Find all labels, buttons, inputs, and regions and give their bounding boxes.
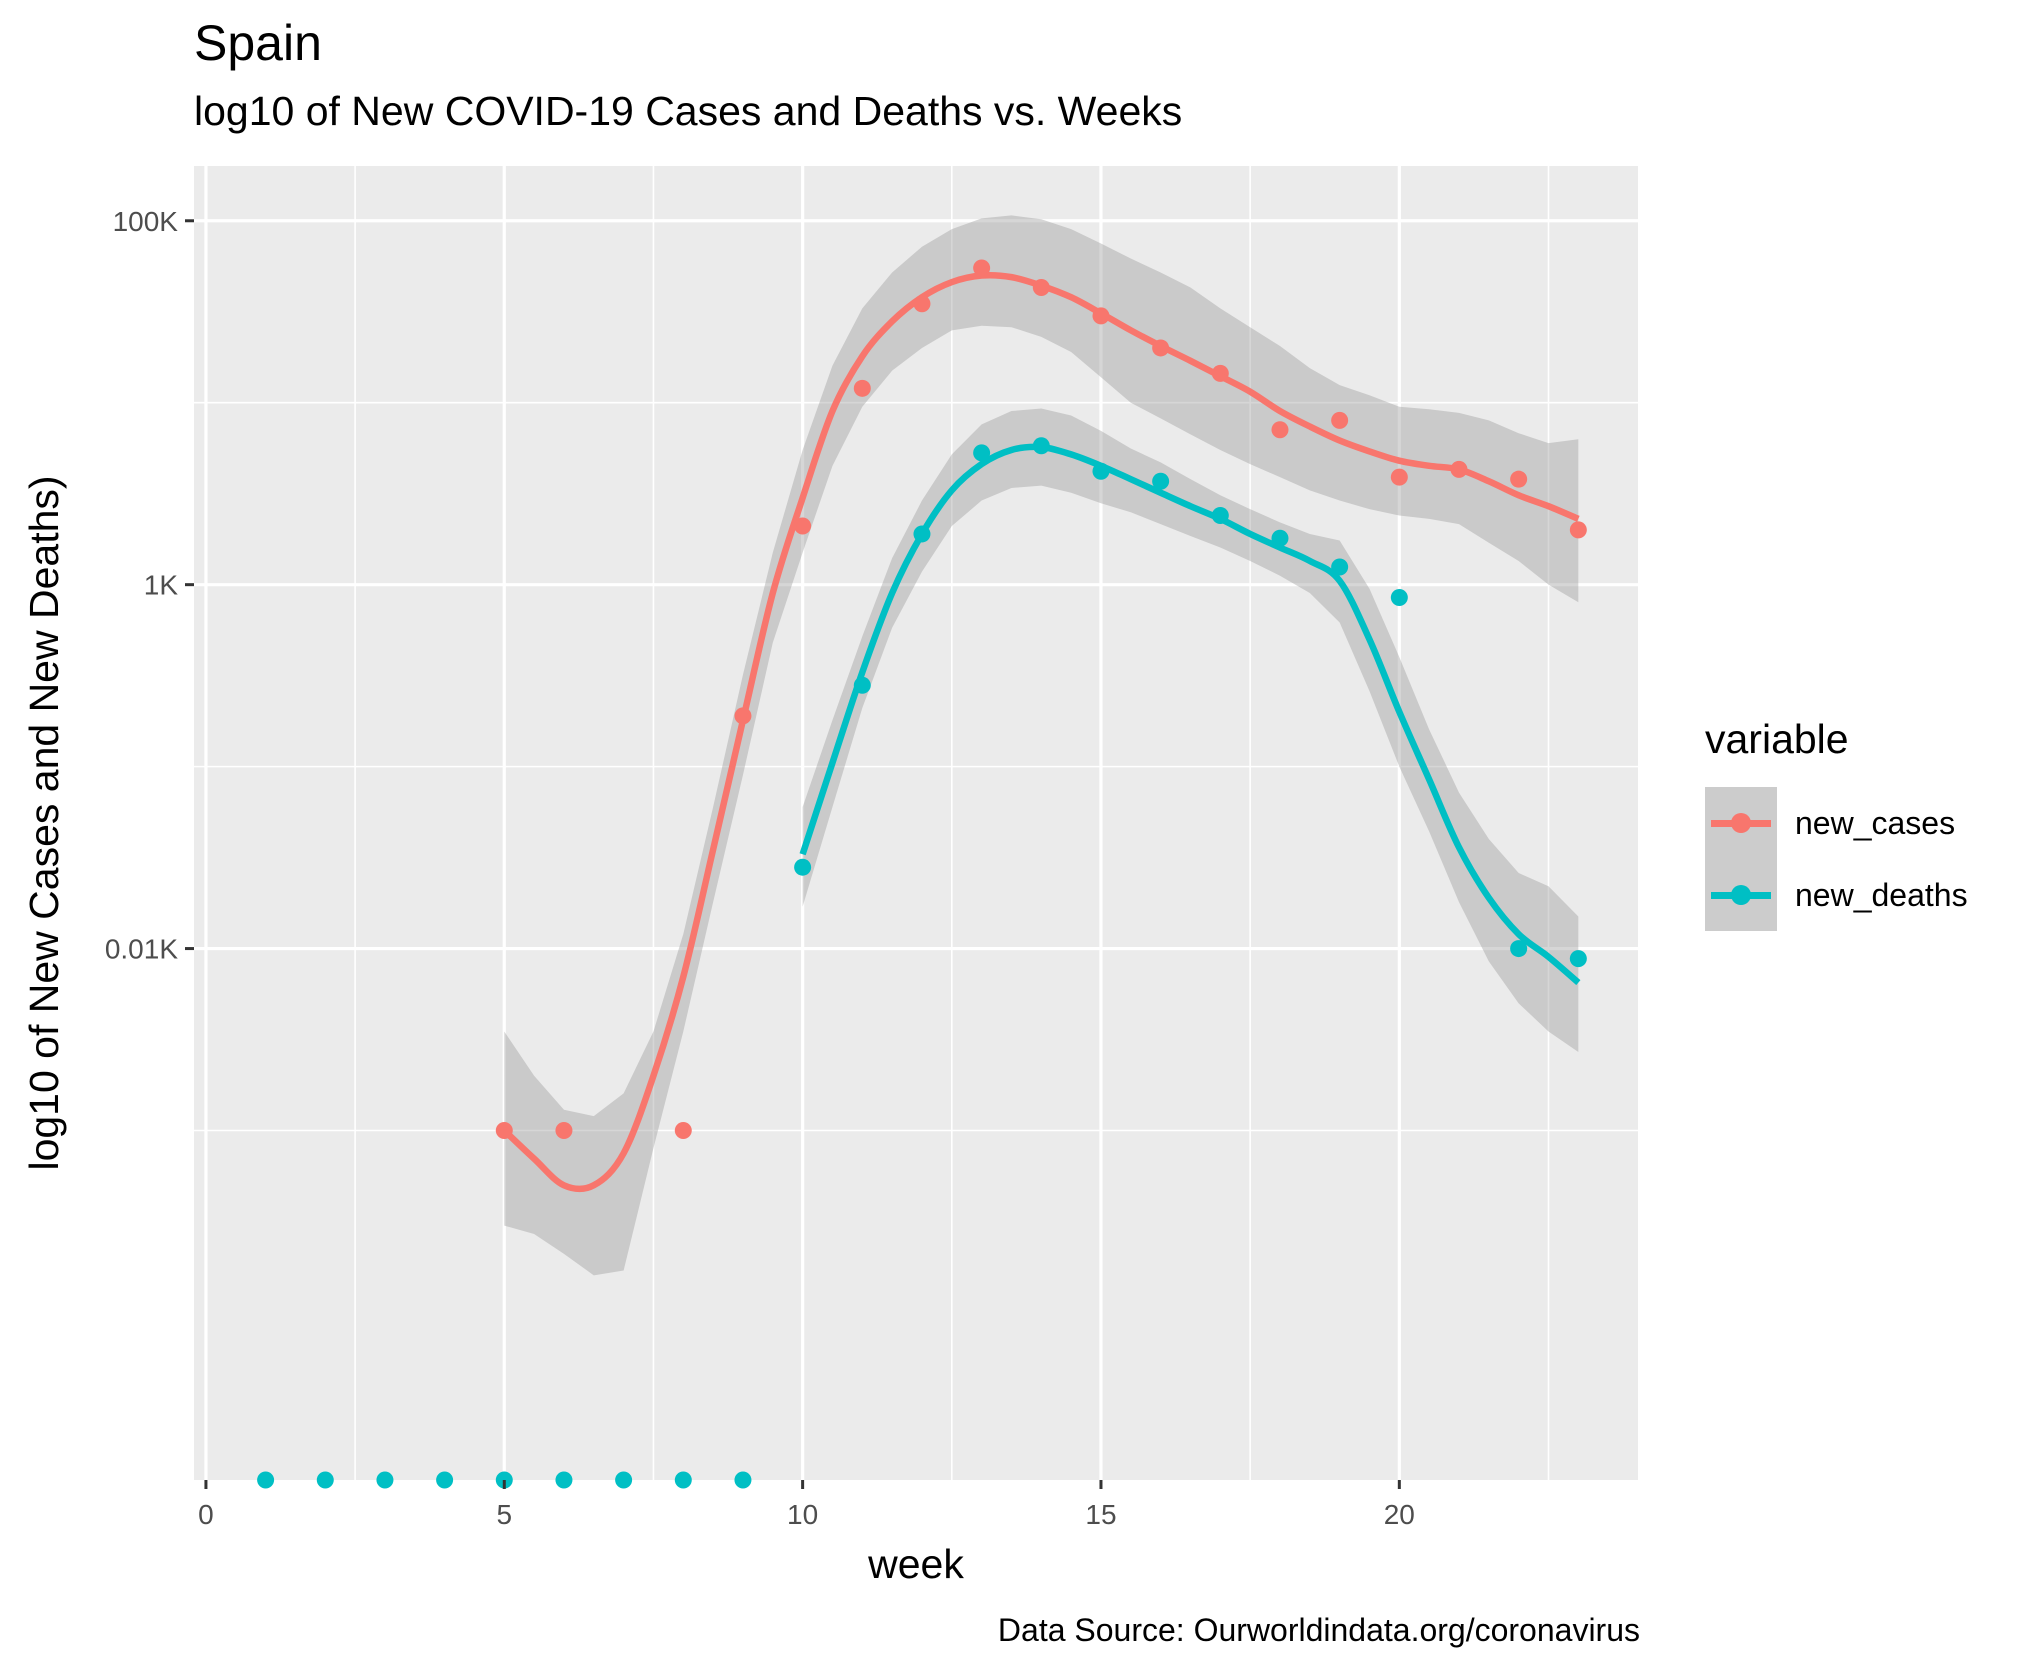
smooth-line-new_cases [502, 271, 1580, 1193]
confidence-bands [504, 215, 1579, 1276]
legend-label: new_cases [1795, 804, 1956, 841]
x-axis-label: week [867, 1541, 964, 1587]
data-point-new_cases [1569, 521, 1587, 539]
x-tick-label: 15 [1085, 1499, 1116, 1530]
data-point-new_deaths [1331, 558, 1349, 576]
data-point-new_deaths [615, 1471, 633, 1489]
data-point-new_deaths [1510, 940, 1528, 958]
chart-subtitle: log10 of New COVID-19 Cases and Deaths v… [194, 88, 1183, 134]
y-axis-label: log10 of New Cases and New Deaths) [21, 475, 67, 1170]
x-tick-label: 20 [1384, 1499, 1415, 1530]
data-point-new_deaths [734, 1471, 752, 1489]
legend-item-new-deaths[interactable]: new_deaths [1705, 859, 1968, 931]
x-tick-label: 5 [496, 1499, 512, 1530]
grid-major [194, 166, 1638, 1480]
legend: variable new_cases new_deaths [1705, 716, 1968, 931]
data-point-new_deaths [973, 444, 991, 462]
data-point-new_deaths [376, 1471, 394, 1489]
panel-background [194, 166, 1638, 1480]
chart-title: Spain [194, 15, 322, 71]
smooth-lines [502, 271, 1581, 1193]
legend-item-new-cases[interactable]: new_cases [1705, 787, 1968, 859]
caption: Data Source: Ourworldindata.org/coronavi… [997, 1612, 1640, 1648]
data-point-new_deaths [316, 1471, 334, 1489]
y-tick-label: 1K [144, 570, 179, 601]
data-point-new_cases [555, 1122, 573, 1140]
data-point-new_cases [794, 517, 812, 535]
data-point-new_cases [1510, 470, 1528, 488]
axes: 0 5 10 15 20 0.01K 1K 100K [105, 206, 1415, 1530]
y-tick-label: 0.01K [105, 934, 178, 965]
data-point-new_cases [1331, 411, 1349, 429]
x-tick-label: 10 [787, 1499, 818, 1530]
data-point-new_deaths [674, 1471, 692, 1489]
y-tick-label: 100K [113, 206, 179, 237]
legend-title: variable [1705, 716, 1849, 762]
smooth-line-new_deaths [799, 443, 1581, 986]
data-point-new_deaths [257, 1471, 275, 1489]
data-point-new_deaths [555, 1471, 573, 1489]
data-point-new_deaths [1152, 472, 1170, 490]
data-point-new_deaths [794, 858, 812, 876]
data-point-new_deaths [436, 1471, 454, 1489]
data-point-new_cases [853, 379, 871, 397]
legend-label: new_deaths [1795, 876, 1968, 913]
data-point-new_cases [674, 1122, 692, 1140]
confidence-band-new_cases [504, 215, 1579, 1276]
legend-key-new-deaths [1705, 859, 1777, 931]
data-point-new_cases [1271, 421, 1289, 439]
data-point-new_deaths [1569, 950, 1587, 968]
confidence-band-new_deaths [802, 408, 1579, 1053]
grid-minor [194, 166, 1638, 1480]
legend-key-new-cases [1705, 787, 1777, 859]
data-point-new_cases [1390, 468, 1408, 486]
data-point-new_deaths [1390, 589, 1408, 607]
x-tick-label: 0 [198, 1499, 214, 1530]
